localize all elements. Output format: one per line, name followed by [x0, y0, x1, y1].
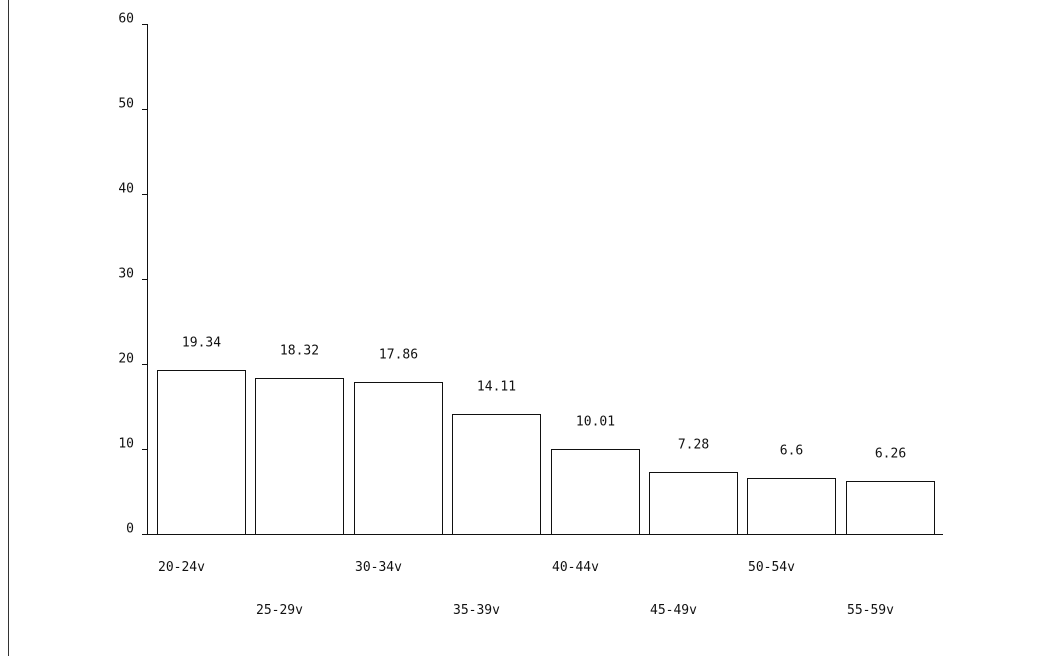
bar [846, 481, 935, 535]
y-tick-label: 30 [118, 267, 134, 282]
y-tick-label: 60 [118, 12, 134, 27]
y-axis: 0 10 20 30 40 50 60 [118, 12, 148, 537]
bar [354, 382, 443, 535]
category-label: 25-29v [256, 603, 303, 618]
category-labels: 20-24v 25-29v 30-34v 35-39v 40-44v 45-49v 50-5… [158, 560, 894, 618]
bar-value-label: 10.01 [576, 415, 615, 430]
bar [452, 414, 541, 535]
bar-value-label: 18.32 [280, 344, 319, 359]
bar [551, 449, 640, 535]
y-tick-label: 50 [118, 97, 134, 112]
bar-value-label: 6.26 [875, 447, 906, 462]
bar [649, 472, 738, 535]
y-tick-label: 0 [126, 522, 134, 537]
y-tick-label: 20 [118, 352, 134, 367]
bar-value-label: 19.34 [182, 336, 221, 351]
category-label: 35-39v [453, 603, 500, 618]
category-label: 20-24v [158, 560, 205, 575]
category-label: 55-59v [847, 603, 894, 618]
category-label: 30-34v [355, 560, 402, 575]
category-label: 40-44v [552, 560, 599, 575]
bar [747, 478, 836, 535]
y-tick-label: 10 [118, 437, 134, 452]
bar-value-label: 7.28 [678, 438, 709, 453]
bar-value-label: 6.6 [780, 444, 803, 459]
category-label: 45-49v [650, 603, 697, 618]
bar-value-labels: 19.34 18.32 17.86 14.11 10.01 7.28 6.6 6.26 [182, 336, 906, 462]
category-label: 50-54v [748, 560, 795, 575]
bars [157, 370, 935, 535]
y-tick-label: 40 [118, 182, 134, 197]
bar-value-label: 14.11 [477, 380, 516, 395]
bar-value-label: 17.86 [379, 348, 418, 363]
bar [157, 370, 246, 535]
bar [255, 378, 344, 535]
